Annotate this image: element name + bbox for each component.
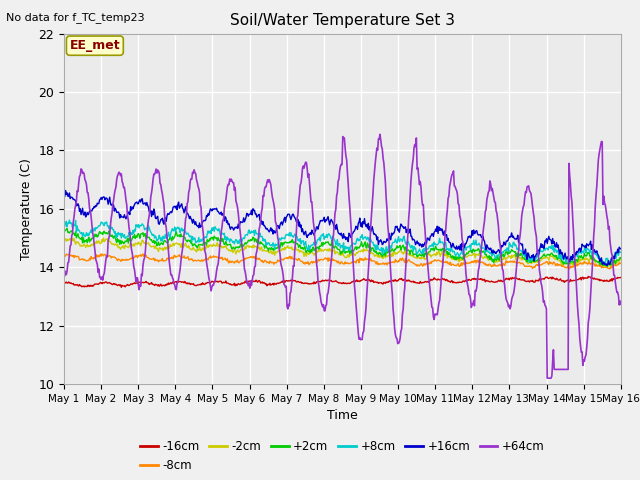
+64cm <box>214 264 221 269</box>
+16cm <box>61 188 69 193</box>
+64cm <box>70 214 78 219</box>
+8cm <box>65 217 73 223</box>
+2cm <box>428 246 435 252</box>
-8cm <box>128 254 136 260</box>
-16cm <box>428 276 435 282</box>
-8cm <box>411 261 419 267</box>
+64cm <box>428 296 435 302</box>
Title: Soil/Water Temperature Set 3: Soil/Water Temperature Set 3 <box>230 13 455 28</box>
-8cm <box>185 257 193 263</box>
+16cm <box>185 213 193 218</box>
+2cm <box>60 230 68 236</box>
+8cm <box>428 243 435 249</box>
+16cm <box>617 246 625 252</box>
-2cm <box>100 235 108 241</box>
-16cm <box>60 280 68 286</box>
+2cm <box>604 264 611 269</box>
-16cm <box>411 279 419 285</box>
+16cm <box>214 209 222 215</box>
X-axis label: Time: Time <box>327 409 358 422</box>
+2cm <box>71 233 79 239</box>
+2cm <box>617 255 625 261</box>
-2cm <box>70 236 78 241</box>
+64cm <box>411 142 419 147</box>
+8cm <box>602 261 609 267</box>
+8cm <box>617 250 625 255</box>
+64cm <box>543 375 551 381</box>
-2cm <box>214 244 222 250</box>
+2cm <box>128 236 136 241</box>
+16cm <box>60 194 68 200</box>
+64cm <box>127 246 135 252</box>
+2cm <box>185 238 193 243</box>
Text: EE_met: EE_met <box>70 39 120 52</box>
+8cm <box>185 232 193 238</box>
-16cm <box>617 275 625 280</box>
Legend: -16cm, -8cm, -2cm, +2cm, +8cm, +16cm, +64cm: -16cm, -8cm, -2cm, +2cm, +8cm, +16cm, +6… <box>135 435 550 477</box>
-2cm <box>617 257 625 263</box>
+64cm <box>60 273 68 279</box>
+2cm <box>63 226 71 231</box>
+8cm <box>411 246 419 252</box>
-8cm <box>606 266 614 272</box>
-2cm <box>411 254 419 260</box>
+64cm <box>617 301 625 307</box>
+8cm <box>60 224 68 229</box>
-16cm <box>185 280 193 286</box>
-2cm <box>128 243 136 249</box>
-16cm <box>70 282 78 288</box>
+8cm <box>128 232 136 238</box>
Line: +16cm: +16cm <box>64 191 621 265</box>
Line: +2cm: +2cm <box>64 228 621 266</box>
-8cm <box>214 254 222 260</box>
+2cm <box>411 252 419 257</box>
-16cm <box>118 285 125 290</box>
-16cm <box>214 279 222 285</box>
-2cm <box>185 243 193 249</box>
+2cm <box>214 235 222 240</box>
-2cm <box>602 264 609 270</box>
+16cm <box>428 233 435 239</box>
+16cm <box>411 239 419 244</box>
+8cm <box>214 228 222 234</box>
-16cm <box>128 281 136 287</box>
-16cm <box>584 274 592 279</box>
-2cm <box>428 254 435 260</box>
+64cm <box>376 132 384 137</box>
Line: -8cm: -8cm <box>64 254 621 269</box>
-2cm <box>60 236 68 242</box>
Line: -16cm: -16cm <box>64 276 621 288</box>
+16cm <box>128 204 136 210</box>
-8cm <box>70 255 78 261</box>
Line: +64cm: +64cm <box>64 134 621 378</box>
-8cm <box>98 251 106 257</box>
+16cm <box>71 197 79 203</box>
Line: +8cm: +8cm <box>64 220 621 264</box>
Line: -2cm: -2cm <box>64 238 621 267</box>
Text: No data for f_TC_temp23: No data for f_TC_temp23 <box>6 12 145 23</box>
+64cm <box>184 199 192 205</box>
+16cm <box>603 263 611 268</box>
-8cm <box>60 252 68 258</box>
+8cm <box>71 223 79 228</box>
-8cm <box>428 261 435 266</box>
-8cm <box>617 260 625 266</box>
Y-axis label: Temperature (C): Temperature (C) <box>20 158 33 260</box>
